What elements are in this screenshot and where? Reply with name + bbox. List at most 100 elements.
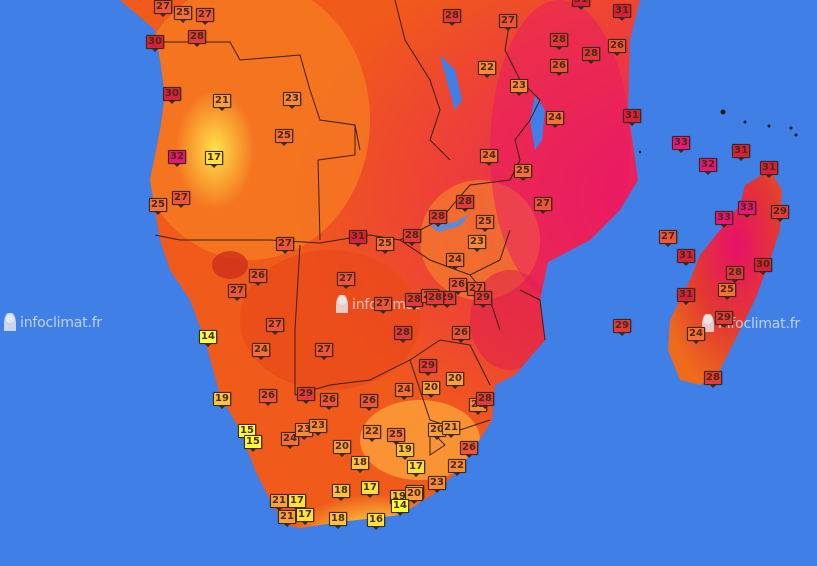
temperature-marker[interactable]: 28: [443, 9, 461, 23]
temperature-marker[interactable]: 28: [550, 33, 568, 47]
temperature-marker[interactable]: 30: [163, 87, 181, 101]
temperature-marker[interactable]: 27: [228, 284, 246, 298]
temperature-marker[interactable]: 25: [376, 237, 394, 251]
temperature-marker[interactable]: 19: [396, 443, 414, 457]
temperature-marker[interactable]: 25: [275, 129, 293, 143]
temperature-marker[interactable]: 28: [429, 210, 447, 224]
temperature-marker[interactable]: 25: [149, 198, 167, 212]
temperature-marker[interactable]: 23: [510, 79, 528, 93]
temperature-marker[interactable]: 24: [395, 383, 413, 397]
temperature-marker[interactable]: 32: [699, 158, 717, 172]
temperature-marker[interactable]: 14: [199, 330, 217, 344]
temperature-marker[interactable]: 28: [403, 229, 421, 243]
temperature-marker[interactable]: 28: [476, 392, 494, 406]
temperature-marker[interactable]: 23: [428, 476, 446, 490]
temperature-marker[interactable]: 22: [448, 459, 466, 473]
temperature-marker[interactable]: 15: [244, 435, 262, 449]
temperature-marker[interactable]: 17: [407, 460, 425, 474]
temperature-marker[interactable]: 17: [288, 494, 306, 508]
temperature-marker[interactable]: 25: [174, 6, 192, 20]
temperature-marker[interactable]: 21: [213, 94, 231, 108]
temperature-marker[interactable]: 26: [550, 59, 568, 73]
temperature-marker[interactable]: 27: [172, 191, 190, 205]
temperature-marker[interactable]: 30: [754, 258, 772, 272]
temperature-marker[interactable]: 28: [726, 266, 744, 280]
temperature-marker[interactable]: 26: [320, 393, 338, 407]
temperature-marker[interactable]: 31: [760, 161, 778, 175]
temperature-marker[interactable]: 33: [715, 211, 733, 225]
temperature-marker[interactable]: 16: [367, 513, 385, 527]
temperature-marker[interactable]: 30: [146, 35, 164, 49]
temperature-marker[interactable]: 21: [442, 421, 460, 435]
temperature-marker[interactable]: 27: [196, 8, 214, 22]
temperature-marker[interactable]: 28: [394, 326, 412, 340]
temperature-marker[interactable]: 20: [405, 487, 423, 501]
temperature-marker[interactable]: 18: [329, 512, 347, 526]
temperature-marker[interactable]: 20: [446, 372, 464, 386]
temperature-marker[interactable]: 18: [351, 456, 369, 470]
temperature-marker[interactable]: 27: [266, 318, 284, 332]
temperature-marker[interactable]: 26: [449, 278, 467, 292]
temperature-marker[interactable]: 29: [715, 311, 733, 325]
temperature-marker[interactable]: 31: [677, 288, 695, 302]
temperature-marker[interactable]: 23: [283, 92, 301, 106]
temperature-marker[interactable]: 29: [419, 359, 437, 373]
temperature-marker[interactable]: 31: [613, 4, 631, 18]
temperature-marker[interactable]: 26: [360, 394, 378, 408]
temperature-marker[interactable]: 23: [309, 419, 327, 433]
temperature-marker[interactable]: 25: [476, 215, 494, 229]
temperature-marker[interactable]: 24: [687, 327, 705, 341]
temperature-marker[interactable]: 19: [213, 392, 231, 406]
temperature-marker[interactable]: 33: [738, 201, 756, 215]
temperature-marker[interactable]: 27: [276, 237, 294, 251]
temperature-marker[interactable]: 28: [456, 195, 474, 209]
temperature-marker[interactable]: 24: [446, 253, 464, 267]
temperature-marker[interactable]: 27: [315, 343, 333, 357]
temperature-marker[interactable]: 18: [332, 484, 350, 498]
temperature-marker[interactable]: 17: [205, 151, 223, 165]
temperature-marker[interactable]: 27: [659, 230, 677, 244]
temperature-marker[interactable]: 29: [613, 319, 631, 333]
temperature-marker[interactable]: 26: [249, 269, 267, 283]
temperature-marker[interactable]: 21: [270, 494, 288, 508]
temperature-marker[interactable]: 29: [474, 291, 492, 305]
temperature-marker[interactable]: 25: [387, 428, 405, 442]
temperature-marker[interactable]: 26: [460, 441, 478, 455]
temperature-marker[interactable]: 24: [480, 149, 498, 163]
temperature-marker[interactable]: 31: [677, 249, 695, 263]
temperature-marker[interactable]: 27: [337, 272, 355, 286]
temperature-marker[interactable]: 29: [771, 205, 789, 219]
temperature-marker[interactable]: 28: [704, 371, 722, 385]
temperature-marker[interactable]: 17: [361, 481, 379, 495]
temperature-marker[interactable]: 27: [374, 297, 392, 311]
temperature-marker[interactable]: 33: [672, 136, 690, 150]
temperature-marker[interactable]: 26: [608, 39, 626, 53]
temperature-marker[interactable]: 22: [478, 61, 496, 75]
temperature-marker[interactable]: 31: [732, 144, 750, 158]
temperature-marker[interactable]: 31: [572, 0, 590, 7]
temperature-marker[interactable]: 24: [252, 343, 270, 357]
temperature-marker[interactable]: 28: [426, 291, 444, 305]
temperature-marker[interactable]: 23: [468, 235, 486, 249]
temperature-marker[interactable]: 14: [391, 499, 409, 513]
temperature-marker[interactable]: 26: [259, 389, 277, 403]
temperature-marker[interactable]: 22: [363, 425, 381, 439]
temperature-marker[interactable]: 27: [499, 14, 517, 28]
temperature-marker[interactable]: 17: [296, 508, 314, 522]
temperature-marker[interactable]: 25: [718, 283, 736, 297]
temperature-marker[interactable]: 27: [154, 0, 172, 14]
temperature-marker[interactable]: 31: [623, 109, 641, 123]
temperature-marker[interactable]: 32: [168, 150, 186, 164]
temperature-marker[interactable]: 20: [333, 440, 351, 454]
temperature-marker[interactable]: 24: [546, 111, 564, 125]
temperature-marker[interactable]: 20: [422, 381, 440, 395]
temperature-marker[interactable]: 27: [534, 197, 552, 211]
temperature-marker[interactable]: 25: [514, 164, 532, 178]
temperature-marker[interactable]: 28: [582, 47, 600, 61]
temperature-marker[interactable]: 26: [452, 326, 470, 340]
temperature-marker[interactable]: 21: [278, 510, 296, 524]
temperature-marker[interactable]: 28: [188, 30, 206, 44]
temperature-marker[interactable]: 31: [349, 230, 367, 244]
temperature-marker[interactable]: 29: [297, 387, 315, 401]
